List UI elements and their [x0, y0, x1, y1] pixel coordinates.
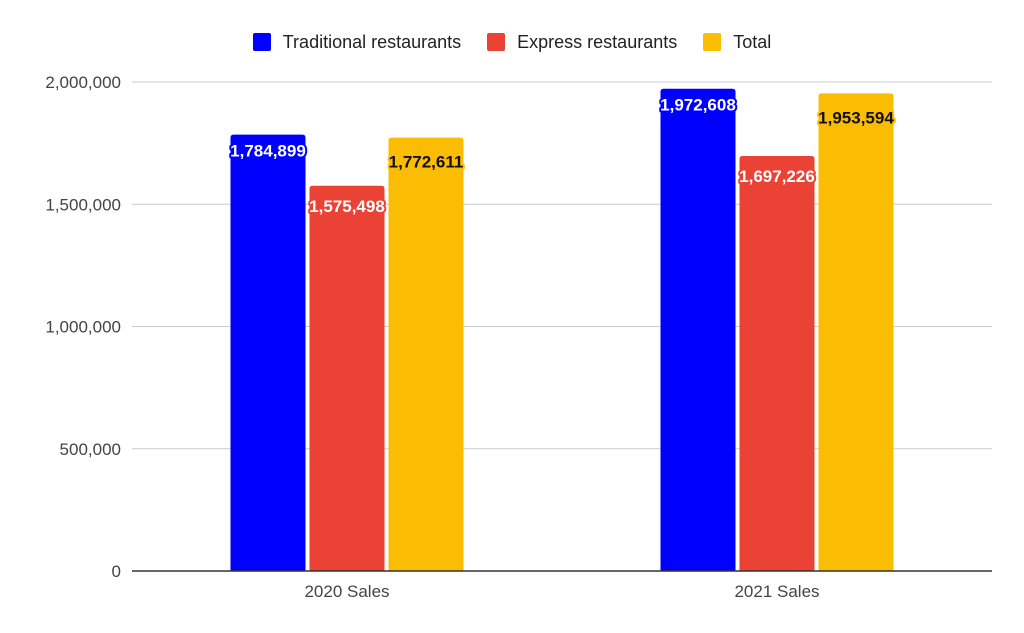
- y-axis-ticks: 0 500,000 1,000,000 1,500,000 2,000,000: [45, 73, 121, 581]
- y-tick-label: 1,000,000: [45, 318, 121, 337]
- data-label-express-restaurants-2021-sales: 1,697,226: [739, 167, 815, 186]
- bar-traditional-restaurants-2020-sales[interactable]: [230, 134, 306, 571]
- x-tick-label: 2020 Sales: [304, 582, 389, 601]
- chart-legend: Traditional restaurants Express restaura…: [0, 30, 1024, 54]
- data-label-total-2020-sales: 1,772,611: [389, 153, 464, 172]
- x-tick-label: 2021 Sales: [734, 582, 819, 601]
- legend-label-traditional: Traditional restaurants: [282, 31, 462, 52]
- bar-express-restaurants-2021-sales[interactable]: [739, 156, 815, 571]
- data-label-express-restaurants-2020-sales: 1,575,498: [309, 197, 385, 216]
- data-label-total-2021-sales: 1,953,594: [818, 108, 894, 127]
- x-axis-ticks: 2020 Sales 2021 Sales: [304, 582, 819, 601]
- y-tick-label: 500,000: [60, 440, 121, 459]
- y-tick-label: 2,000,000: [45, 73, 121, 92]
- bar-traditional-restaurants-2021-sales[interactable]: [660, 88, 736, 572]
- data-label-traditional-restaurants-2020-sales: 1,784,899: [230, 142, 306, 161]
- legend-item-traditional[interactable]: Traditional restaurants: [252, 31, 462, 53]
- legend-swatch-traditional: [252, 33, 271, 51]
- legend-swatch-express: [487, 33, 506, 51]
- legend-swatch-total: [703, 33, 722, 51]
- legend-label-total: Total: [733, 31, 772, 52]
- bar-total-2021-sales[interactable]: [818, 93, 894, 572]
- data-label-traditional-restaurants-2021-sales: 1,972,608: [660, 96, 736, 115]
- legend-label-express: Express restaurants: [517, 31, 678, 52]
- bar-express-restaurants-2020-sales[interactable]: [309, 185, 385, 571]
- y-tick-label: 0: [112, 562, 121, 581]
- data-labels: 1,784,899 1,575,498 1,772,611 1,972,608 1,69…: [228, 94, 896, 218]
- bar-total-2020-sales[interactable]: [388, 137, 464, 571]
- legend-item-total[interactable]: Total: [703, 32, 771, 53]
- bars: [230, 88, 894, 572]
- legend-item-express[interactable]: Express restaurants: [487, 32, 677, 53]
- y-tick-label: 1,500,000: [45, 195, 121, 214]
